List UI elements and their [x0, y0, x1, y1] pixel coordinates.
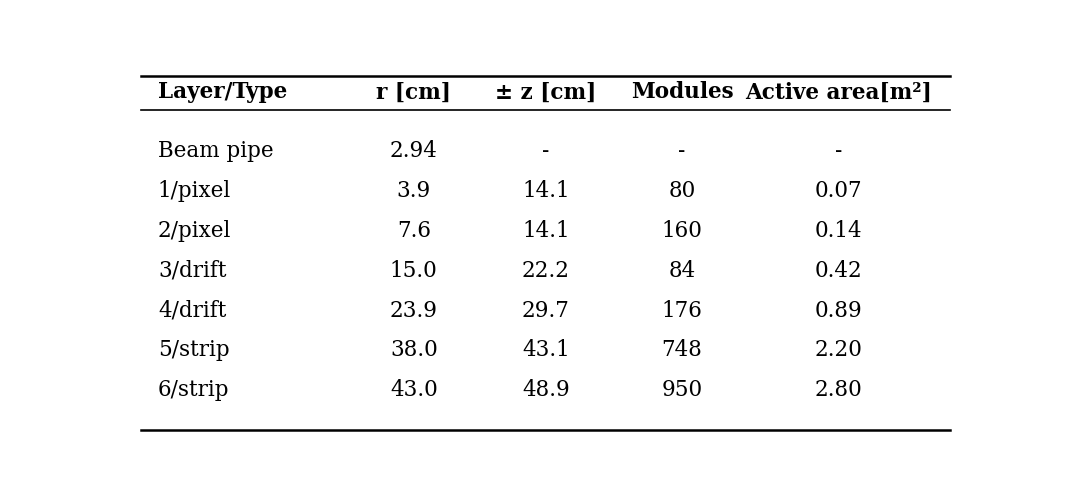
Text: 3.9: 3.9 — [396, 180, 431, 202]
Text: 48.9: 48.9 — [522, 379, 570, 401]
Text: Beam pipe: Beam pipe — [158, 140, 274, 162]
Text: 14.1: 14.1 — [522, 220, 570, 242]
Text: 2.20: 2.20 — [815, 339, 863, 361]
Text: -: - — [542, 140, 550, 162]
Text: 2.94: 2.94 — [390, 140, 438, 162]
Text: r [cm]: r [cm] — [376, 81, 452, 103]
Text: 5/strip: 5/strip — [158, 339, 230, 361]
Text: ± z [cm]: ± z [cm] — [495, 81, 596, 103]
Text: 0.07: 0.07 — [815, 180, 863, 202]
Text: 950: 950 — [661, 379, 703, 401]
Text: 6/strip: 6/strip — [158, 379, 229, 401]
Text: 43.0: 43.0 — [390, 379, 438, 401]
Text: 748: 748 — [661, 339, 703, 361]
Text: 23.9: 23.9 — [390, 300, 438, 322]
Text: 0.42: 0.42 — [815, 260, 863, 282]
Text: 7.6: 7.6 — [397, 220, 430, 242]
Text: 3/drift: 3/drift — [158, 260, 227, 282]
Text: 0.89: 0.89 — [815, 300, 863, 322]
Text: Layer/Type: Layer/Type — [158, 81, 288, 103]
Text: 80: 80 — [669, 180, 695, 202]
Text: 2.80: 2.80 — [815, 379, 863, 401]
Text: 38.0: 38.0 — [390, 339, 438, 361]
Text: 22.2: 22.2 — [522, 260, 570, 282]
Text: 0.14: 0.14 — [815, 220, 863, 242]
Text: 43.1: 43.1 — [522, 339, 570, 361]
Text: Active area[m²]: Active area[m²] — [746, 81, 932, 103]
Text: 29.7: 29.7 — [522, 300, 570, 322]
Text: 84: 84 — [669, 260, 695, 282]
Text: 14.1: 14.1 — [522, 180, 570, 202]
Text: 176: 176 — [661, 300, 703, 322]
Text: 2/pixel: 2/pixel — [158, 220, 231, 242]
Text: -: - — [835, 140, 842, 162]
Text: -: - — [678, 140, 686, 162]
Text: 1/pixel: 1/pixel — [158, 180, 231, 202]
Text: Modules: Modules — [630, 81, 734, 103]
Text: 4/drift: 4/drift — [158, 300, 226, 322]
Text: 160: 160 — [661, 220, 703, 242]
Text: 15.0: 15.0 — [390, 260, 438, 282]
